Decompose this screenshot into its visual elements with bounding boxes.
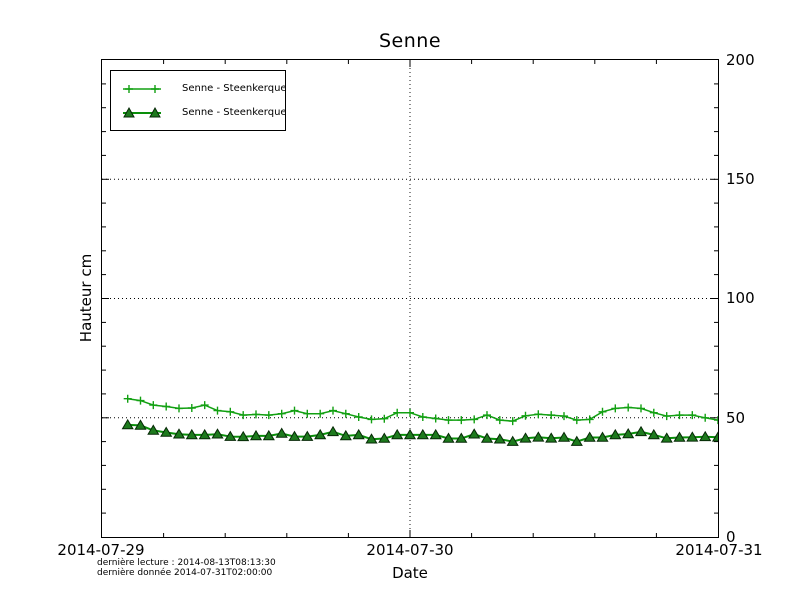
y-tick-label-0: 0 <box>726 528 736 546</box>
triangle-line-sample-icon <box>119 105 165 119</box>
y-tick-label-200: 200 <box>726 51 755 69</box>
chart-title: Senne <box>378 30 442 52</box>
plot-canvas <box>102 60 725 537</box>
legend-item: Senne - Steenkerque <box>119 76 287 100</box>
legend-item: Senne - Steenkerque <box>119 100 287 124</box>
legend: Senne - Steenkerque Senne - Steenkerque <box>110 70 287 131</box>
x-tick-label-2014-07-31: 2014-07-31 <box>675 541 763 559</box>
y-axis-label: Hauteur cm <box>77 253 95 343</box>
x-axis-label: Date <box>392 564 428 582</box>
legend-item-label: Senne - Steenkerque <box>182 82 287 94</box>
y-tick-label-50: 50 <box>726 409 746 427</box>
plot-area: Senne - Steenkerque Senne - Steenkerque <box>101 59 725 538</box>
x-tick-label-2014-07-30: 2014-07-30 <box>366 541 454 559</box>
legend-item-label: Senne - Steenkerque <box>182 106 287 118</box>
footnotes: dernière lecture : 2014-08-13T08:13:30 d… <box>97 558 276 578</box>
footnote-last-data: dernière donnée 2014-07-31T02:00:00 <box>97 567 273 578</box>
y-tick-label-100: 100 <box>726 289 755 307</box>
y-tick-label-150: 150 <box>726 170 755 188</box>
footnote-last-reading: dernière lecture : 2014-08-13T08:13:30 <box>97 558 276 568</box>
x-tick-label-2014-07-29: 2014-07-29 <box>57 541 145 559</box>
plus-line-sample-icon <box>119 81 165 95</box>
